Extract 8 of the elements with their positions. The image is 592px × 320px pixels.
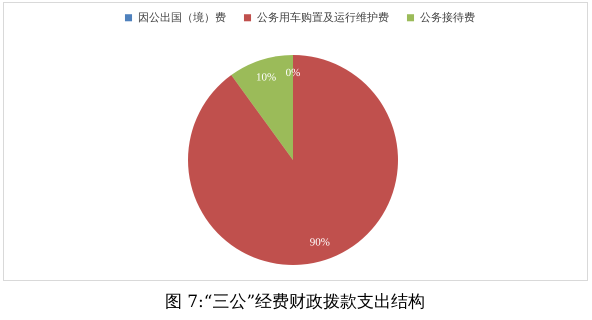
text: 图 7:“三公”经费财政拨款支出结构 — [164, 292, 426, 312]
data-label: 10% — [256, 71, 276, 84]
pie-slice — [188, 55, 398, 265]
text: 0% — [286, 67, 300, 79]
legend-label: 公务用车购置及运行维护费 — [257, 10, 389, 24]
legend-label: 公务接待费 — [420, 10, 475, 24]
legend-label: 因公出国（境）费 — [138, 10, 226, 24]
data-label: 90% — [310, 236, 330, 249]
